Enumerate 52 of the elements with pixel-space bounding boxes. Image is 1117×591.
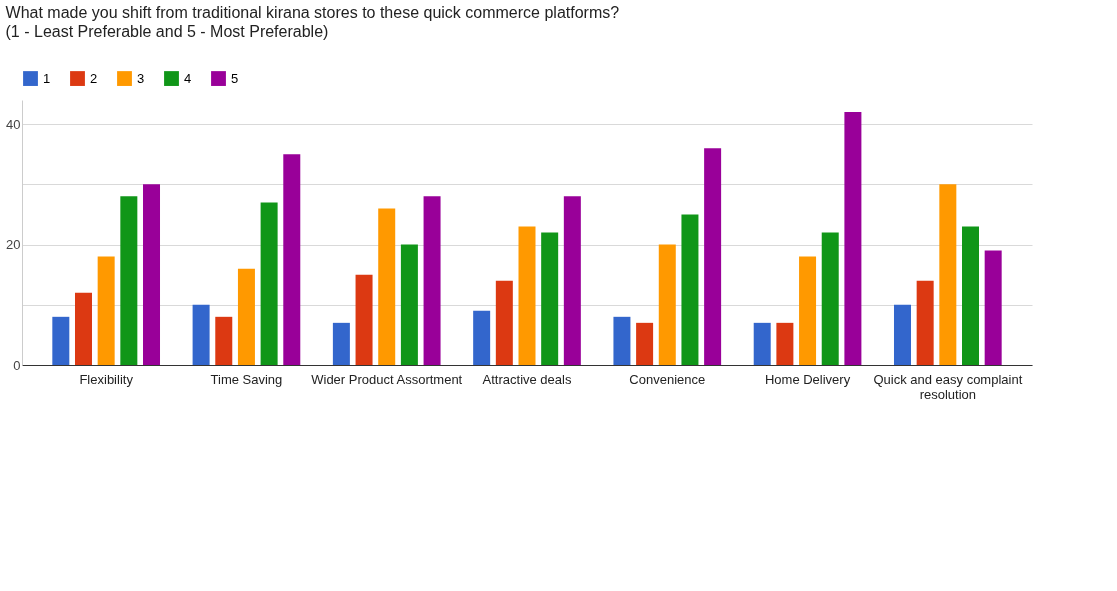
bar — [400, 244, 418, 365]
bar — [984, 250, 1002, 365]
x-tick-label: Attractive deals — [482, 371, 572, 387]
y-tick-label: 20 — [6, 237, 21, 253]
bar — [423, 196, 441, 365]
bar — [97, 256, 115, 365]
bar — [52, 316, 70, 365]
chart-title: What made you shift from traditional kirana stores to these quick commerce platforms? — [5, 4, 620, 21]
bar — [260, 202, 278, 365]
x-tick-label: Flexibility — [79, 371, 134, 387]
x-tick-label: Home Delivery — [764, 371, 851, 387]
bar — [283, 154, 301, 365]
bar — [821, 232, 839, 365]
bar — [681, 214, 699, 365]
bar — [658, 244, 676, 365]
legend-label: 3 — [137, 70, 145, 86]
bar — [704, 148, 722, 365]
bar — [893, 304, 911, 365]
bar — [237, 268, 255, 365]
bar — [753, 322, 771, 365]
bar — [962, 226, 979, 365]
x-tick-label: Quick and easy complaint resolution — [873, 371, 1023, 402]
bar — [355, 274, 373, 365]
bar — [541, 232, 559, 365]
bar — [332, 322, 350, 365]
bar — [215, 316, 233, 365]
bar — [799, 256, 817, 365]
bar — [143, 184, 161, 365]
legend-label: 5 — [231, 70, 239, 86]
bar — [776, 322, 794, 365]
bar — [120, 196, 138, 365]
x-tick-label: Wider Product Assortment — [311, 371, 463, 387]
bar — [844, 112, 862, 365]
bar — [939, 184, 957, 365]
x-tick-label: Convenience — [629, 371, 706, 387]
legend-label: 4 — [184, 70, 192, 86]
y-tick-label: 40 — [6, 116, 21, 132]
chart-subtitle: (1 - Least Preferable and 5 - Most Preferable) — [5, 23, 329, 40]
bar — [636, 322, 654, 365]
bar — [75, 292, 92, 365]
y-tick-label: 0 — [13, 357, 21, 373]
legend-label: 1 — [43, 70, 51, 86]
bar — [563, 196, 581, 365]
bar — [378, 208, 396, 365]
bar — [613, 316, 631, 365]
x-tick-label: Time Saving — [210, 371, 283, 387]
bar — [192, 304, 210, 365]
bar — [518, 226, 536, 365]
legend-label: 2 — [90, 70, 98, 86]
bar — [916, 280, 934, 365]
bar — [473, 310, 491, 365]
bar — [495, 280, 513, 365]
